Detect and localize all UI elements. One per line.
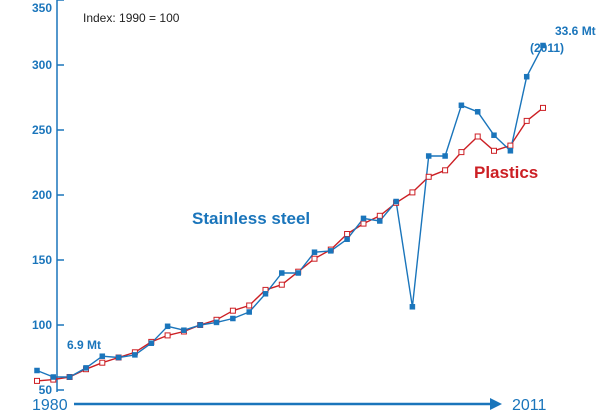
data-point-stainless-steel bbox=[523, 73, 530, 80]
data-point-stainless-steel bbox=[425, 153, 432, 159]
series-label-stainless-steel: Stainless steel bbox=[192, 209, 310, 228]
data-point-stainless-steel bbox=[197, 322, 203, 328]
data-point-stainless-steel bbox=[442, 153, 448, 159]
data-point-stainless-steel bbox=[99, 353, 106, 359]
data-point-plastics bbox=[507, 142, 514, 149]
x-end-label: 2011 bbox=[512, 397, 547, 412]
data-point-plastics bbox=[344, 231, 351, 237]
data-point-stainless-steel bbox=[83, 365, 89, 371]
data-point-plastics bbox=[34, 377, 40, 384]
data-point-stainless-steel bbox=[328, 248, 334, 254]
data-point-stainless-steel bbox=[213, 319, 220, 326]
data-point-stainless-steel bbox=[474, 109, 481, 115]
end-value-annotation: 33.6 Mt bbox=[555, 24, 596, 38]
data-point-stainless-steel bbox=[164, 323, 171, 330]
data-point-stainless-steel bbox=[279, 270, 285, 276]
data-point-plastics bbox=[425, 173, 432, 180]
data-point-stainless-steel bbox=[115, 354, 122, 361]
y-tick-label: 50 bbox=[39, 383, 53, 397]
data-point-plastics bbox=[523, 117, 530, 124]
axes: 50 100 150 200 250 300 350 1980 2011 bbox=[32, 0, 547, 412]
data-point-plastics bbox=[409, 189, 416, 196]
data-point-stainless-steel bbox=[262, 291, 269, 297]
data-point-plastics bbox=[360, 220, 367, 227]
data-point-stainless-steel bbox=[311, 249, 318, 255]
data-point-plastics bbox=[442, 167, 449, 174]
data-point-stainless-steel bbox=[360, 215, 367, 222]
data-point-stainless-steel bbox=[50, 374, 57, 380]
data-point-plastics bbox=[311, 255, 318, 262]
data-point-stainless-steel bbox=[34, 367, 40, 374]
data-point-stainless-steel bbox=[409, 304, 416, 310]
data-point-stainless-steel bbox=[295, 270, 301, 276]
x-start-label: 1980 bbox=[32, 397, 68, 412]
data-point-plastics bbox=[278, 281, 285, 288]
data-point-stainless-steel bbox=[181, 327, 187, 333]
data-point-plastics bbox=[99, 359, 106, 366]
y-tick-label: 100 bbox=[32, 318, 52, 332]
data-point-stainless-steel bbox=[377, 218, 383, 224]
end-year-annotation: (2011) bbox=[530, 41, 564, 55]
data-point-stainless-steel bbox=[507, 148, 514, 154]
y-tick-label: 250 bbox=[32, 123, 52, 137]
data-point-stainless-steel bbox=[458, 102, 465, 109]
data-point-plastics bbox=[164, 332, 171, 339]
data-point-stainless-steel bbox=[393, 198, 399, 205]
index-note: Index: 1990 = 100 bbox=[83, 11, 180, 25]
data-point-plastics bbox=[246, 302, 253, 309]
data-point-stainless-steel bbox=[230, 315, 236, 322]
data-point-plastics bbox=[376, 212, 383, 219]
y-tick-label: 350 bbox=[32, 1, 52, 15]
y-tick-label: 200 bbox=[32, 188, 52, 202]
series-markers bbox=[34, 42, 546, 384]
data-point-plastics bbox=[458, 149, 465, 156]
data-point-stainless-steel bbox=[540, 42, 546, 49]
data-point-stainless-steel bbox=[246, 309, 252, 315]
y-ticks: 50 100 150 200 250 300 350 bbox=[32, 0, 64, 397]
data-point-plastics bbox=[229, 307, 236, 314]
data-point-plastics bbox=[491, 147, 497, 154]
series-label-plastics: Plastics bbox=[474, 163, 538, 182]
y-tick-label: 300 bbox=[32, 58, 52, 72]
data-point-stainless-steel bbox=[66, 374, 73, 380]
series-line-plastics bbox=[36, 107, 544, 382]
start-value-annotation: 6.9 Mt bbox=[67, 338, 101, 352]
data-point-stainless-steel bbox=[148, 340, 155, 346]
data-point-stainless-steel bbox=[132, 352, 138, 358]
data-point-plastics bbox=[540, 104, 546, 111]
time-arrow-head bbox=[490, 398, 502, 410]
data-point-stainless-steel bbox=[491, 132, 497, 138]
data-point-plastics bbox=[474, 133, 481, 140]
data-point-stainless-steel bbox=[344, 236, 350, 242]
y-tick-label: 150 bbox=[32, 253, 52, 267]
